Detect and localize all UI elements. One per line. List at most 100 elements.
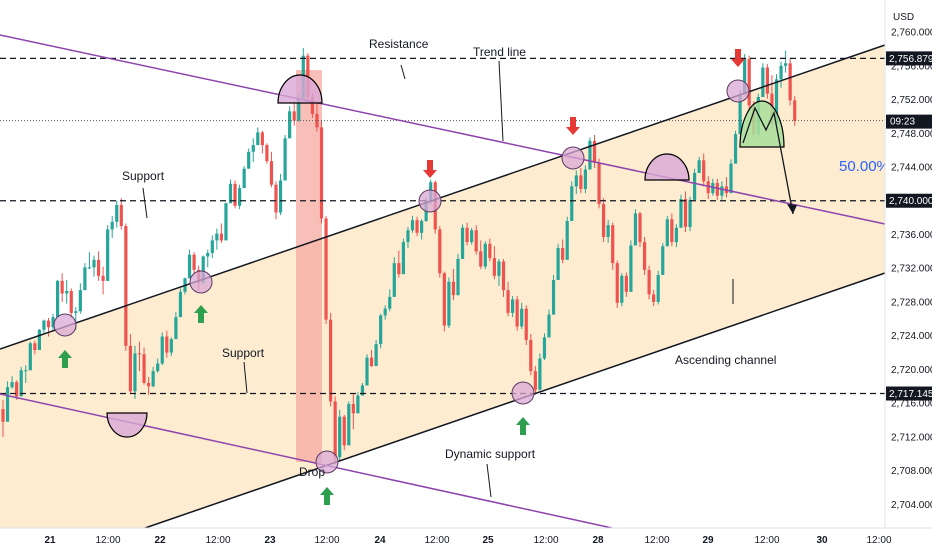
candle-body <box>374 344 378 367</box>
annotation-trend-line: Trend line <box>473 45 526 59</box>
candle-body <box>338 416 342 458</box>
candle-body <box>119 204 123 227</box>
candle-body <box>251 145 255 152</box>
candle-body <box>483 243 487 267</box>
candle-body <box>406 230 410 243</box>
candle-body <box>269 161 274 185</box>
candle-body <box>679 199 683 228</box>
price-tick-label: 2,728.000 <box>891 297 932 308</box>
touch-point-marker <box>511 381 535 405</box>
time-axis[interactable]: 21 12:00 22 12:00 23 12:00 24 12:00 25 12:00 28 12:… <box>0 527 932 550</box>
candle-body <box>256 132 260 146</box>
candle-body <box>570 186 574 221</box>
price-level-label: 2,717.145 <box>889 389 932 400</box>
candle-body <box>115 204 119 222</box>
time-tick-label: 12:00 <box>644 535 669 546</box>
candle-body <box>206 253 210 257</box>
candle-body <box>733 134 738 164</box>
candle-body <box>711 183 715 194</box>
descending-trend-line-upper <box>0 34 886 225</box>
candle-body <box>324 218 328 320</box>
candle-body <box>592 140 597 163</box>
candle-body <box>497 261 501 276</box>
touch-point-marker <box>189 270 213 294</box>
candle-body <box>74 311 78 313</box>
candle-body <box>743 59 747 95</box>
time-tick-label: 30 <box>816 535 828 546</box>
candle-body <box>28 343 32 371</box>
time-tick-label: 25 <box>482 535 494 546</box>
candle-body <box>56 280 60 318</box>
candle-body <box>151 371 155 387</box>
candle-body <box>69 290 73 313</box>
candle-body <box>224 203 228 241</box>
percent-label: 50.00% <box>839 158 890 175</box>
annotation-drop: Drop <box>299 465 325 479</box>
bullish-arrow-up <box>516 417 530 435</box>
time-tick-label: 12:00 <box>533 535 558 546</box>
candle-body <box>319 127 324 219</box>
candle-body <box>260 132 264 146</box>
candle-body <box>460 227 465 259</box>
time-tick-label: 21 <box>44 535 56 546</box>
candle-body <box>92 259 96 268</box>
annotation-pointer-line <box>142 187 148 219</box>
candle-body <box>42 320 46 330</box>
price-level-label: 2,756.879 <box>889 54 932 65</box>
touch-point-marker <box>315 450 339 474</box>
price-level-box <box>886 386 932 401</box>
candle-body <box>124 226 128 346</box>
candle-body <box>137 353 142 355</box>
candle-body <box>169 339 173 353</box>
candle-body <box>620 275 624 303</box>
candle-body <box>520 308 524 327</box>
candle-body <box>470 230 474 243</box>
time-tick-label: 12:00 <box>424 535 449 546</box>
candle-body <box>788 63 792 101</box>
candle-body <box>15 382 19 397</box>
candle-body <box>410 220 415 231</box>
projected-top-arc <box>739 100 785 148</box>
price-tick-label: 2,732.000 <box>891 264 932 275</box>
candle-body <box>187 254 192 279</box>
bearish-arrow-down <box>731 49 745 67</box>
annotation-ascending-channel: Ascending channel <box>675 353 776 367</box>
candle-body <box>278 180 283 213</box>
bearish-arrow-down <box>566 117 580 135</box>
candle-body <box>228 183 233 204</box>
price-axis[interactable]: USD 2,760.000 2,756.000 2,752.000 2,748.000… <box>884 0 932 550</box>
price-tick-label: 2,760.000 <box>891 28 932 39</box>
candle-body <box>297 98 301 121</box>
price-tick-label: 2,712.000 <box>891 432 932 443</box>
bearish-arrow-down <box>423 160 437 178</box>
candle-body <box>351 404 355 414</box>
candle-body <box>556 247 560 281</box>
price-tick-label: 2,720.000 <box>891 365 932 376</box>
candle-body <box>615 263 619 303</box>
candle-body <box>529 339 533 372</box>
annotation-pointer-line <box>400 64 406 80</box>
candle-body <box>565 220 569 260</box>
candle-body <box>533 371 537 390</box>
candle-body <box>715 183 719 196</box>
candle-body <box>292 111 296 121</box>
candle-body <box>201 256 205 283</box>
candle-body <box>606 225 610 238</box>
candle-body <box>46 320 51 328</box>
candle-body <box>588 140 592 170</box>
candle-body <box>87 267 92 269</box>
candle-body <box>774 79 779 124</box>
candle-body <box>365 357 369 386</box>
candle-body <box>761 67 765 97</box>
candle-body <box>720 186 724 196</box>
candle-body <box>492 258 496 276</box>
candle-body <box>347 404 351 446</box>
candle-body <box>142 354 146 383</box>
projected-path-arrowhead <box>787 204 797 214</box>
candle-body <box>274 184 278 213</box>
candle-body <box>242 168 246 189</box>
price-tick-label: 2,752.000 <box>891 95 932 106</box>
time-tick-label: 12:00 <box>866 535 891 546</box>
candle-body <box>583 169 587 189</box>
